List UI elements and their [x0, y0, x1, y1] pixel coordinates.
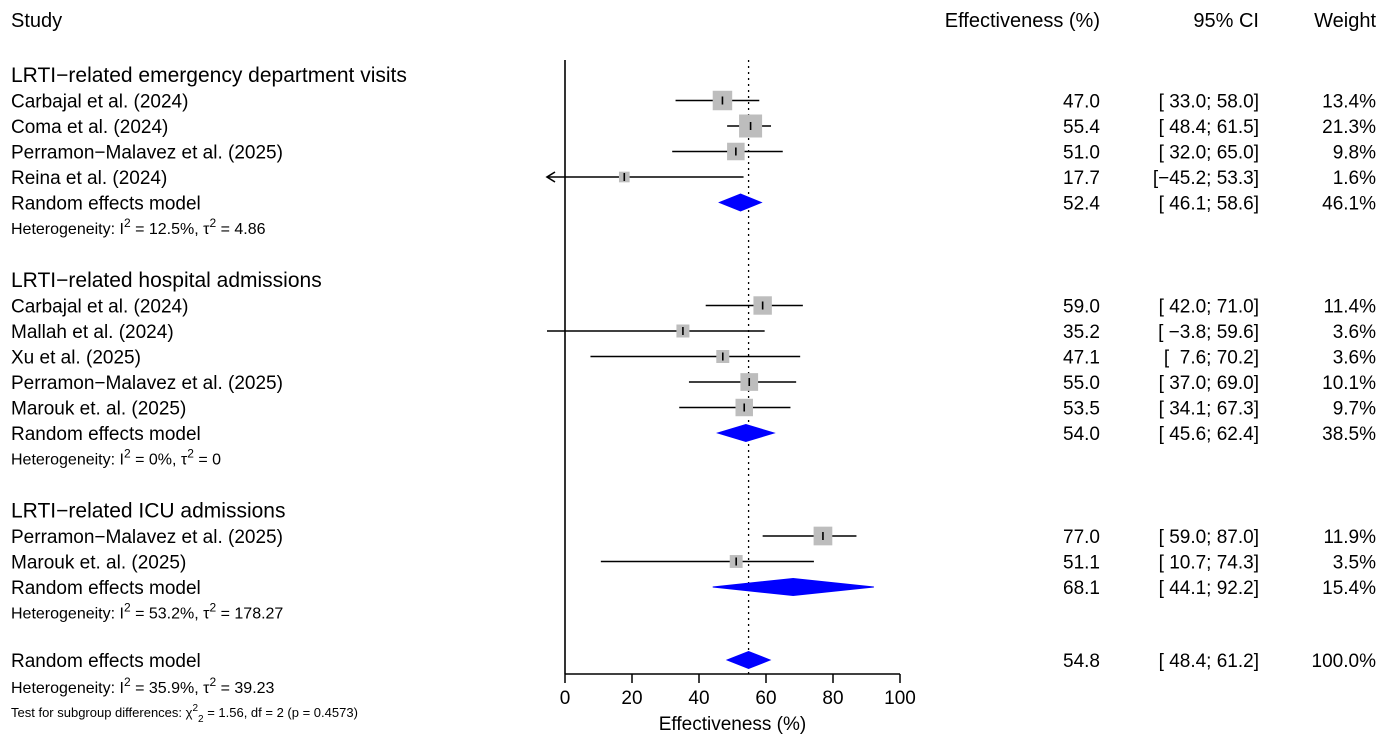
study-weight: 10.1%: [1322, 373, 1376, 394]
subgroup-title: LRTI−related emergency department visits: [11, 64, 407, 87]
study-ci: [ 34.1; 67.3]: [1159, 399, 1259, 420]
study-name: Xu et al. (2025): [11, 348, 141, 369]
study-estimate: 55.0: [1063, 373, 1100, 394]
study-estimate: 55.4: [1063, 117, 1100, 138]
header-effectiveness: Effectiveness (%): [945, 10, 1100, 32]
ci-arrow: [545, 171, 556, 183]
subgroup-model-estimate: 68.1: [1063, 578, 1100, 599]
study-ci: [ −3.8; 59.6]: [1158, 322, 1259, 343]
study-name: Coma et al. (2024): [11, 117, 168, 138]
subgroup-model-ci: [ 45.6; 62.4]: [1159, 424, 1259, 445]
study-estimate: 47.1: [1063, 348, 1100, 369]
heterogeneity-text: Heterogeneity: I2 = 0%, τ2 = 0: [11, 447, 221, 469]
random-effects-label: Random effects model: [11, 578, 201, 599]
study-weight: 3.6%: [1333, 348, 1376, 369]
overall-model-weight: 100.0%: [1312, 651, 1377, 672]
subgroup-title: LRTI−related hospital admissions: [11, 269, 322, 292]
overall-heterogeneity-text: Heterogeneity: I2 = 35.9%, τ2 = 39.23: [11, 675, 275, 697]
study-ci: [ 48.4; 61.5]: [1159, 117, 1259, 138]
study-ci: [ 10.7; 74.3]: [1159, 553, 1259, 574]
heterogeneity-text: Heterogeneity: I2 = 53.2%, τ2 = 178.27: [11, 601, 283, 623]
x-tick-label: 80: [822, 688, 843, 709]
study-ci: [ 37.0; 69.0]: [1159, 373, 1259, 394]
x-tick-label: 100: [884, 688, 916, 709]
study-weight: 3.5%: [1333, 553, 1376, 574]
subgroup-diamond: [712, 577, 874, 597]
study-name: Perramon−Malavez et al. (2025): [11, 527, 283, 548]
header-study: Study: [11, 10, 62, 32]
x-axis-label: Effectiveness (%): [659, 714, 806, 735]
random-effects-label: Random effects model: [11, 424, 201, 445]
study-weight: 11.9%: [1324, 527, 1377, 548]
column-headers: Study Effectiveness (%) 95% CI Weight: [11, 10, 1376, 32]
subgroup-model-ci: [ 44.1; 92.2]: [1159, 578, 1259, 599]
subgroup-model-weight: 15.4%: [1322, 578, 1376, 599]
random-effects-label: Random effects model: [11, 194, 201, 215]
study-name: Carbajal et al. (2024): [11, 92, 188, 113]
study-name: Perramon−Malavez et al. (2025): [11, 143, 283, 164]
x-tick-label: 40: [688, 688, 709, 709]
study-name: Perramon−Malavez et al. (2025): [11, 373, 283, 394]
x-tick-label: 20: [621, 688, 642, 709]
x-tick-label: 60: [755, 688, 776, 709]
study-ci: [ 7.6; 70.2]: [1164, 348, 1259, 369]
study-estimate: 47.0: [1063, 92, 1100, 113]
heterogeneity-text: Heterogeneity: I2 = 12.5%, τ2 = 4.86: [11, 216, 266, 238]
study-weight: 3.6%: [1333, 322, 1376, 343]
subgroup-model-weight: 46.1%: [1322, 194, 1376, 215]
study-weight: 9.7%: [1333, 399, 1376, 420]
study-name: Mallah et al. (2024): [11, 322, 174, 343]
study-weight: 9.8%: [1333, 143, 1376, 164]
study-weight: 21.3%: [1322, 117, 1376, 138]
study-estimate: 51.0: [1063, 143, 1100, 164]
x-tick-label: 0: [560, 688, 571, 709]
subgroup-model-estimate: 54.0: [1063, 424, 1100, 445]
header-ci: 95% CI: [1193, 10, 1259, 32]
subgroup-model-estimate: 52.4: [1063, 194, 1100, 215]
study-ci: [ 59.0; 87.0]: [1159, 527, 1259, 548]
study-name: Marouk et. al. (2025): [11, 553, 186, 574]
study-ci: [ 33.0; 58.0]: [1159, 92, 1259, 113]
study-estimate: 53.5: [1063, 399, 1100, 420]
subgroup-diamond: [716, 423, 776, 443]
overall-model-ci: [ 48.4; 61.2]: [1159, 651, 1259, 672]
subgroup-test-text: Test for subgroup differences: χ22 = 1.5…: [11, 703, 358, 725]
study-name: Carbajal et al. (2024): [11, 297, 188, 318]
study-ci: [ 32.0; 65.0]: [1159, 143, 1259, 164]
subgroup-model-weight: 38.5%: [1322, 424, 1376, 445]
study-estimate: 59.0: [1063, 297, 1100, 318]
study-estimate: 51.1: [1063, 553, 1100, 574]
study-estimate: 35.2: [1063, 322, 1100, 343]
overall-model-label: Random effects model: [11, 651, 201, 672]
study-name: Marouk et. al. (2025): [11, 399, 186, 420]
subgroup-diamond: [718, 193, 763, 212]
table-rows: LRTI−related emergency department visits…: [11, 64, 1376, 725]
study-name: Reina et al. (2024): [11, 168, 167, 189]
study-ci: [ 42.0; 71.0]: [1159, 297, 1259, 318]
study-weight: 1.6%: [1333, 168, 1376, 189]
study-ci: [−45.2; 53.3]: [1153, 168, 1259, 189]
overall-diamond: [725, 650, 772, 670]
study-weight: 11.4%: [1324, 297, 1377, 318]
plot-area: 0 20 40 60 80 100 Effectiveness (%): [545, 60, 916, 735]
subgroup-model-ci: [ 46.1; 58.6]: [1159, 194, 1259, 215]
subgroup-title: LRTI−related ICU admissions: [11, 500, 285, 523]
study-estimate: 77.0: [1063, 527, 1100, 548]
study-weight: 13.4%: [1322, 92, 1376, 113]
study-estimate: 17.7: [1063, 168, 1100, 189]
header-weight: Weight: [1314, 10, 1376, 32]
overall-model-estimate: 54.8: [1063, 651, 1100, 672]
